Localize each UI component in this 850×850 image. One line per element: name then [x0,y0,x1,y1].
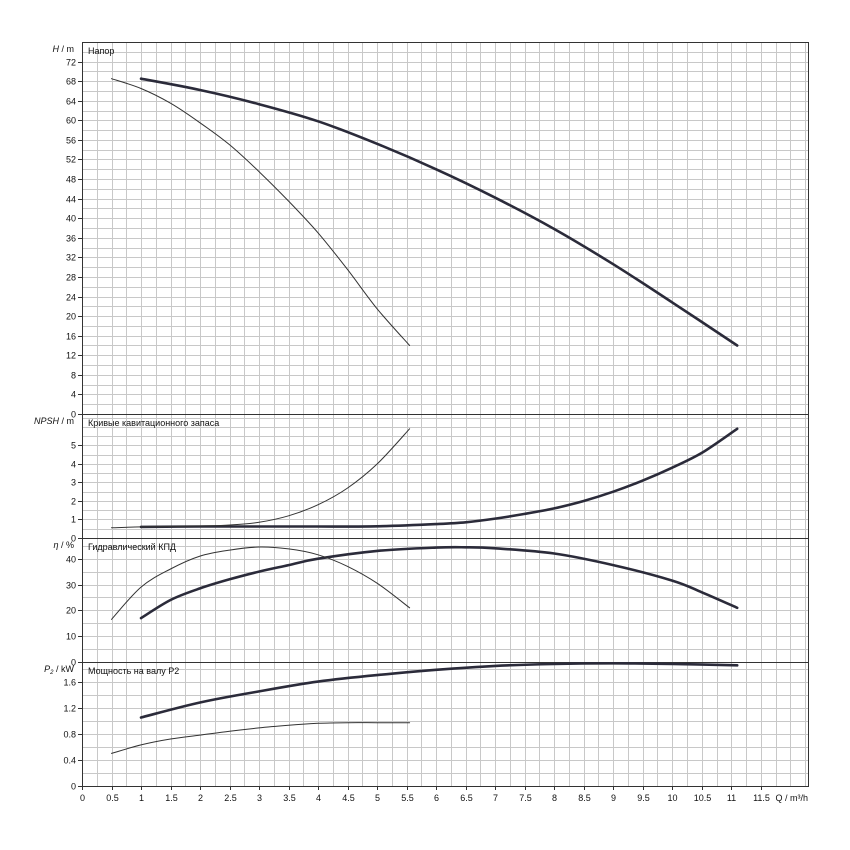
panel-title: Кривые кавитационного запаса [88,418,219,428]
y-tick-label: 12 [66,351,76,361]
head-curve-thick [139,77,739,347]
x-tick-label: 7.5 [519,793,532,803]
efficiency-curve-thin [111,546,411,620]
power-curve-thin [111,722,411,754]
x-tick-label: 10.5 [694,793,712,803]
y-tick-label: 1.6 [63,678,76,688]
y-tick-label: 16 [66,332,76,342]
y-axis-symbol: P [44,664,50,674]
x-tick-label: 2 [198,793,203,803]
efficiency-curve-thick [139,545,739,620]
x-tick-label: 8.5 [578,793,591,803]
panel-frame [82,662,809,787]
x-tick-label: 0 [80,793,85,803]
y-tick-label: 4 [71,460,76,470]
x-tick-label: 4 [316,793,321,803]
y-tick-label: 64 [66,97,76,107]
y-tick-label: 3 [71,478,76,488]
x-tick-label: 7 [493,793,498,803]
y-tick-label: 4 [71,390,76,400]
x-tick-label: 1.5 [165,793,178,803]
y-axis-label: H / m [53,44,75,54]
y-tick-label: 5 [71,441,76,451]
y-tick-label: 24 [66,293,76,303]
x-tick-label: 2.5 [224,793,237,803]
y-tick-label: 0 [71,782,76,792]
x-tick-label: 5.5 [401,793,414,803]
y-axis-unit: / % [58,540,74,550]
y-tick-label: 8 [71,371,76,381]
panel-frame [82,538,809,663]
x-tick-label: 11.5 [753,793,770,803]
y-tick-label: 36 [66,234,76,244]
panel-title: Гидравлический КПД [88,542,176,552]
x-tick-label: 9 [611,793,616,803]
y-tick-label: 48 [66,175,76,185]
x-tick-label: 0.5 [106,793,119,803]
y-tick-label: 32 [66,253,76,263]
y-axis-unit: / m [59,44,74,54]
x-tick-label: 6 [434,793,439,803]
y-tick-label: 0.4 [63,756,76,766]
npsh-curve-thick [139,427,739,529]
y-tick-label: 28 [66,273,76,283]
y-tick-label: 0 [71,534,76,544]
x-axis-label: Q / m³/h [775,793,808,803]
panel-power: 0 0.4 0.8 1.2 1.6 Мощность на валу P2 P2 / kW [44,662,809,792]
y-tick-label: 2 [71,497,76,507]
panel-npsh: 0 1 2 3 4 5 Кривые кавитационного запаса NPSH /… [34,414,809,544]
panel-title: Мощность на валу P2 [88,666,179,676]
x-tick-label: 5 [375,793,380,803]
head-curve-thin [111,78,411,346]
npsh-curve-thin [111,428,411,529]
y-tick-label: 1 [71,515,76,525]
y-tick-label: 10 [66,632,76,642]
panel-head: 04812162024283236404448525660646872Напор… [53,42,809,420]
y-axis-symbol: H [53,44,60,54]
panel-efficiency: 0 10 20 30 40 Гидравлический КПД η / % [53,538,809,668]
y-axis-label: P2 / kW [44,664,74,676]
x-tick-label: 6.5 [460,793,473,803]
y-axis-subscript: 2 [49,670,54,676]
y-tick-label: 0.8 [63,730,76,740]
y-axis-label: η / % [53,540,74,550]
y-tick-label: 40 [66,214,76,224]
x-axis: 0 0.5 1 1.5 2 2.5 3 3.5 4 4.5 5 5.5 6 6.5 7 7.5 8 8.5 9 9.5… [80,786,808,803]
y-axis-label: NPSH / m [34,416,74,426]
y-tick-label: 40 [66,555,76,565]
x-tick-label: 11 [727,793,736,803]
y-tick-label: 56 [66,136,76,146]
y-tick-label: 20 [66,312,76,322]
y-axis-unit: / m [59,416,74,426]
y-tick-label: 44 [66,195,76,205]
panel-title: Напор [88,46,114,56]
x-tick-label: 10 [667,793,677,803]
y-axis-symbol: NPSH [34,416,60,426]
y-tick-label: 72 [66,58,76,68]
y-tick-label: 20 [66,606,76,616]
y-tick-label: 52 [66,155,76,165]
x-tick-label: 8 [552,793,557,803]
x-tick-label: 9.5 [637,793,650,803]
power-curve-thick [139,662,739,719]
x-tick-label: 1 [139,793,144,803]
y-tick-label: 30 [66,581,76,591]
y-axis-unit: / kW [54,664,75,674]
y-tick-label: 1.2 [63,704,76,714]
y-tick-label: 0 [71,410,76,420]
y-axis-symbol: η [53,540,58,550]
x-tick-label: 3 [257,793,262,803]
y-tick-label: 68 [66,77,76,87]
y-tick-label: 0 [71,658,76,668]
y-tick-label: 60 [66,116,76,126]
x-tick-label: 3.5 [283,793,296,803]
x-tick-label: 4.5 [342,793,355,803]
